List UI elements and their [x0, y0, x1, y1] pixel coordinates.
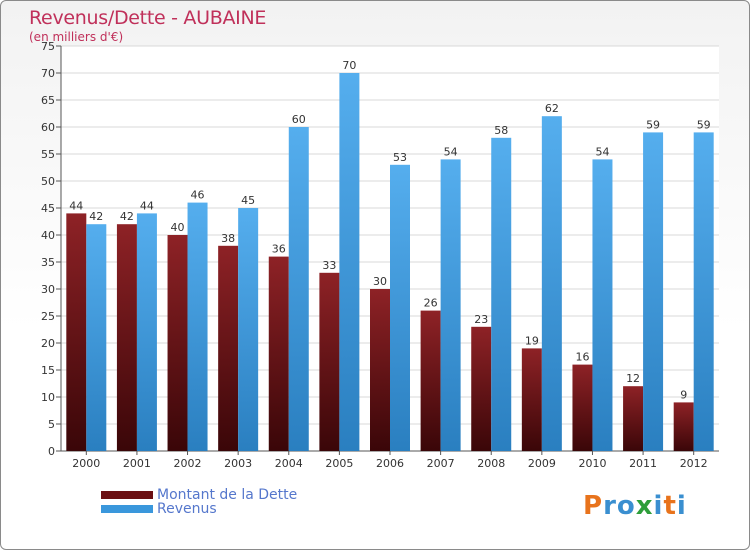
y-tick-label: 75 [41, 40, 55, 53]
bar-revenus [440, 159, 461, 451]
x-tick-label: 2004 [275, 457, 303, 470]
data-label-dette: 36 [272, 243, 286, 256]
data-label-revenus: 54 [444, 145, 458, 158]
y-tick-label: 40 [41, 229, 55, 242]
data-label-dette: 33 [322, 259, 336, 272]
data-label-dette: 12 [626, 372, 640, 385]
data-label-dette: 19 [525, 334, 539, 347]
logo-letter: i [653, 491, 664, 521]
logo-letter: r [603, 491, 617, 521]
data-label-dette: 40 [171, 221, 185, 234]
legend-item-dette: Montant de la Dette [101, 487, 298, 503]
bar-dette [268, 256, 289, 451]
y-tick-label: 35 [41, 256, 55, 269]
proxiti-logo: Proxiti [583, 491, 687, 521]
data-label-revenus: 70 [342, 59, 356, 72]
data-label-revenus: 58 [494, 124, 508, 137]
x-tick-label: 2001 [123, 457, 151, 470]
x-tick-label: 2008 [477, 457, 505, 470]
bar-revenus [643, 132, 664, 451]
bar-revenus [339, 73, 360, 451]
bar-revenus [390, 164, 410, 452]
data-label-dette: 16 [575, 351, 589, 364]
x-tick-label: 2010 [578, 457, 606, 470]
data-label-dette: 30 [373, 275, 387, 288]
x-tick-label: 2009 [528, 457, 556, 470]
y-tick-label: 0 [48, 445, 55, 458]
y-tick-label: 65 [41, 94, 55, 107]
data-label-revenus: 44 [140, 199, 154, 212]
bar-dette [521, 348, 542, 451]
bar-revenus [592, 159, 613, 451]
x-tick-label: 2003 [224, 457, 252, 470]
bar-dette [218, 245, 239, 451]
bar-revenus [288, 127, 309, 451]
y-tick-label: 15 [41, 364, 55, 377]
bar-revenus [136, 213, 157, 451]
bar-dette [370, 289, 390, 451]
x-tick-label: 2011 [629, 457, 657, 470]
bar-dette [319, 272, 340, 451]
data-label-revenus: 59 [697, 118, 711, 131]
bar-revenus [491, 137, 512, 452]
bar-revenus [86, 224, 107, 451]
x-tick-label: 2012 [680, 457, 708, 470]
bar-dette [673, 402, 694, 451]
data-label-dette: 26 [424, 297, 438, 310]
y-tick-label: 50 [41, 175, 55, 188]
x-tick-label: 2005 [325, 457, 353, 470]
y-tick-label: 5 [48, 418, 55, 431]
data-label-revenus: 62 [545, 102, 559, 115]
y-tick-label: 10 [41, 391, 55, 404]
data-label-dette: 42 [120, 210, 134, 223]
logo-letter: x [635, 491, 654, 521]
y-tick-label: 25 [41, 310, 55, 323]
bar-dette [471, 326, 492, 451]
y-tick-label: 70 [41, 67, 55, 80]
y-tick-label: 45 [41, 202, 55, 215]
logo-letter: P [583, 491, 604, 521]
x-tick-label: 2006 [376, 457, 404, 470]
legend-item-revenus: Revenus [101, 501, 217, 517]
legend-swatch-revenus [101, 505, 153, 513]
y-tick-label: 20 [41, 337, 55, 350]
chart-subtitle: (en milliers d'€) [29, 30, 124, 44]
legend-swatch-dette [101, 491, 153, 499]
x-tick-label: 2002 [174, 457, 202, 470]
bar-dette [572, 364, 593, 451]
data-label-revenus: 45 [241, 194, 255, 207]
data-label-revenus: 42 [89, 210, 103, 223]
bar-dette [623, 386, 644, 451]
bar-dette [420, 310, 441, 451]
bar-dette [66, 213, 87, 451]
bar-dette [167, 235, 188, 451]
bar-revenus [693, 132, 714, 451]
bar-revenus [187, 202, 208, 451]
chart-title: Revenus/Dette - AUBAINE [29, 7, 267, 29]
bar-revenus [541, 116, 562, 451]
legend-label-dette: Montant de la Dette [157, 487, 298, 503]
data-label-revenus: 46 [191, 189, 205, 202]
data-label-revenus: 53 [393, 151, 407, 164]
logo-letter: t [663, 491, 677, 521]
data-label-revenus: 59 [646, 118, 660, 131]
data-label-dette: 44 [69, 199, 83, 212]
data-label-revenus: 60 [292, 113, 306, 126]
logo-letter: o [616, 491, 636, 521]
data-label-dette: 9 [680, 388, 687, 401]
y-tick-label: 30 [41, 283, 55, 296]
legend-label-revenus: Revenus [157, 501, 217, 517]
y-tick-label: 55 [41, 148, 55, 161]
x-tick-label: 2000 [72, 457, 100, 470]
logo-letter: i [676, 491, 687, 521]
y-tick-label: 60 [41, 121, 55, 134]
data-label-dette: 23 [474, 313, 488, 326]
bar-revenus [238, 208, 259, 451]
x-tick-label: 2007 [427, 457, 455, 470]
bar-dette [116, 224, 137, 451]
data-label-revenus: 54 [595, 145, 609, 158]
data-label-dette: 38 [221, 232, 235, 245]
